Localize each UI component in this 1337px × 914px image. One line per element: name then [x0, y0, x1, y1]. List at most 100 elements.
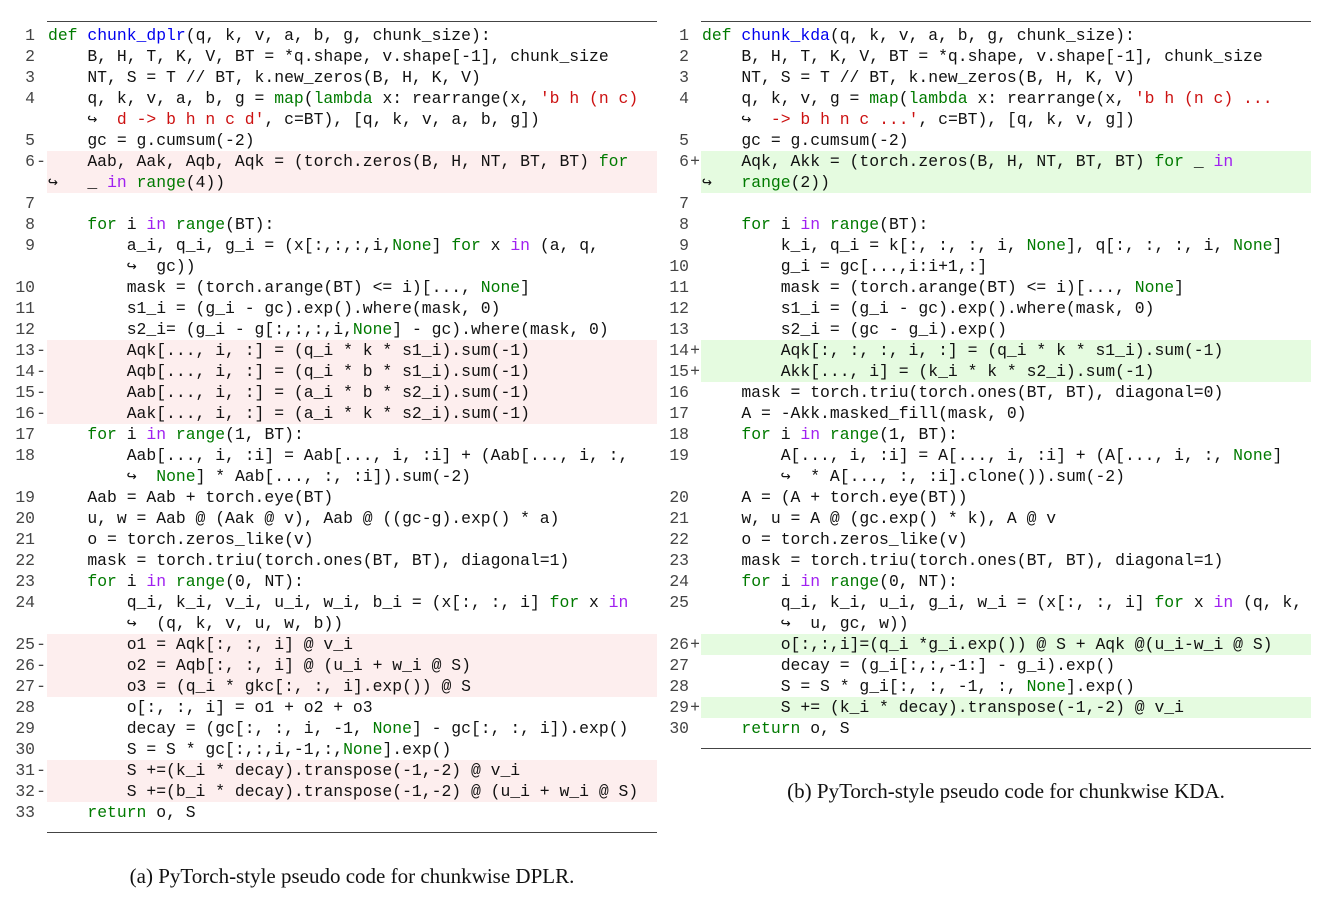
code-token: ].exp() [382, 740, 452, 759]
code-line: 1 def chunk_kda(q, k, v, a, b, g, chunk_s… [679, 25, 1311, 46]
code-line: 23 mask = torch.triu(torch.ones(BT, BT),… [669, 550, 1311, 571]
code-token: ↪ [702, 173, 742, 192]
code-text: NT, S = T // BT, k.new_zeros(B, H, K, V) [48, 67, 480, 88]
code-text: Aab = Aab + torch.eye(BT) [48, 487, 333, 508]
code-text: ↪ -> b h n c ...', c=BT), [q, k, v, g]) [702, 109, 1135, 130]
code-text: Aak[..., i, :] = (a_i * k * s2_i).sum(-1… [48, 403, 530, 424]
code-line: 4 q, k, v, a, b, g = map(lambda x: rearr… [25, 88, 657, 109]
code-token [78, 26, 88, 45]
code-token: (BT): [225, 215, 275, 234]
code-token: ] - gc[:, :, i]).exp() [411, 719, 629, 738]
code-line-continuation: ↪ _ in range(4)) [47, 172, 657, 193]
code-token: (q, k, [1233, 593, 1303, 612]
code-token: for [549, 593, 580, 612]
code-token: i [116, 572, 147, 591]
code-text: o[:, :, i] = o1 + o2 + o3 [48, 697, 373, 718]
code-text: return o, S [702, 718, 849, 739]
line-number: 7 [679, 194, 689, 213]
line-number: 30 [669, 719, 689, 738]
code-token: S = S * g_i[:, :, -1, :, [702, 677, 1027, 696]
code-token: i [770, 215, 801, 234]
line-number: 30 [15, 740, 35, 759]
code-token: q_i, k_i, v_i, u_i, w_i, b_i = (x[:, :, … [48, 593, 550, 612]
code-text: o = torch.zeros_like(v) [702, 529, 967, 550]
code-token: def [48, 26, 78, 45]
code-text: S = S * gc[:,:,i,-1,:,None].exp() [48, 739, 452, 760]
code-token: None [1026, 236, 1066, 255]
line-number: 19 [669, 446, 689, 465]
code-line: 20 A = (A + torch.eye(BT)) [669, 487, 1311, 508]
code-token: S += (k_i * decay).transpose(-1,-2) @ v_… [702, 698, 1184, 717]
line-number: 29 [15, 719, 35, 738]
line-number: 33 [15, 803, 35, 822]
code-text: o = torch.zeros_like(v) [48, 529, 314, 550]
line-number: 19 [15, 488, 35, 507]
code-token: o, S [146, 803, 196, 822]
code-line: 31- S +=(k_i * decay).transpose(-1,-2) @… [15, 760, 657, 781]
line-number: 9 [25, 236, 35, 255]
code-token: range [175, 425, 226, 444]
code-line: 24 for i in range(0, NT): [669, 571, 1311, 592]
bottom-rule [701, 748, 1311, 749]
code-token: x [579, 593, 609, 612]
code-token: Aqk, Akk = (torch.zeros(B, H, NT, BT, BT… [702, 152, 1155, 171]
line-number: 1 [679, 26, 689, 45]
code-token: q, k, v, g = [702, 89, 870, 108]
code-token: o = torch.zeros_like(v) [48, 530, 314, 549]
code-text: o3 = (q_i * gkc[:, :, i].exp()) @ S [48, 676, 471, 697]
code-line-continuation: ↪ gc)) [47, 256, 657, 277]
code-line: 4 q, k, v, g = map(lambda x: rearrange(x… [679, 88, 1311, 109]
line-number: 12 [669, 299, 689, 318]
line-number: 18 [15, 446, 35, 465]
line-number: 24 [15, 593, 35, 612]
code-line-continuation: ↪ * A[..., :, :i].clone()).sum(-2) [701, 466, 1311, 487]
code-token: , c=BT), [q, k, v, a, b, g]) [264, 110, 540, 129]
code-token: ↪ gc)) [48, 257, 196, 276]
code-token: i [116, 215, 147, 234]
code-text: Aqb[..., i, :] = (q_i * b * s1_i).sum(-1… [48, 361, 530, 382]
code-token: w, u = A @ (gc.exp() * k), A @ v [702, 509, 1057, 528]
code-text: decay = (gc[:, :, i, -1, None] - gc[:, :… [48, 718, 629, 739]
code-token: S +=(k_i * decay).transpose(-1,-2) @ v_i [48, 761, 521, 780]
code-token: S = S * gc[:,:,i,-1,:, [48, 740, 344, 759]
code-line: 26- o2 = Aqb[:, :, i] @ (u_i + w_i @ S) [15, 655, 657, 676]
line-number: 23 [15, 572, 35, 591]
code-token: None [480, 278, 521, 297]
code-token: lambda [313, 89, 373, 108]
code-text: def chunk_kda(q, k, v, a, b, g, chunk_si… [702, 25, 1135, 46]
code-token: ].exp() [1065, 677, 1135, 696]
code-line: 25- o1 = Aqk[:, :, i] @ v_i [15, 634, 657, 655]
code-token: 'b h (n c) [539, 89, 639, 108]
line-number: 26 [669, 635, 689, 654]
code-line: 22 o = torch.zeros_like(v) [669, 529, 1311, 550]
code-token [820, 572, 830, 591]
code-token: ] [1272, 446, 1283, 465]
code-token: in [800, 215, 821, 234]
line-number: 14 [669, 341, 689, 360]
code-token: Aab[..., i, :] = (a_i * b * s2_i).sum(-1… [48, 383, 530, 402]
line-number: 23 [669, 551, 689, 570]
code-token: for [1154, 152, 1184, 171]
code-text: Aqk, Akk = (torch.zeros(B, H, NT, BT, BT… [702, 151, 1233, 172]
code-line: 33 return o, S [15, 802, 657, 823]
code-text: decay = (g_i[:,:,-1:] - g_i).exp() [702, 655, 1115, 676]
code-text: o2 = Aqb[:, :, i] @ (u_i + w_i @ S) [48, 655, 471, 676]
code-text: Akk[..., i] = (k_i * k * s2_i).sum(-1) [702, 361, 1155, 382]
code-token: (2)) [790, 173, 830, 192]
code-text: Aab[..., i, :i] = Aab[..., i, :i] + (Aab… [48, 445, 629, 466]
code-token: decay = (g_i[:,:,-1:] - g_i).exp() [702, 656, 1116, 675]
line-number: 26 [15, 656, 35, 675]
code-text: s2_i= (g_i - g[:,:,:,i,None] - gc).where… [48, 319, 609, 340]
line-number: 11 [15, 299, 35, 318]
code-token: for [1154, 593, 1184, 612]
code-line: 12 s1_i = (g_i - gc).exp().where(mask, 0… [669, 298, 1311, 319]
bottom-rule [47, 832, 657, 833]
code-token: in [146, 425, 167, 444]
diff-added-marker: + [690, 152, 700, 171]
code-text: ↪ d -> b h n c d', c=BT), [q, k, v, a, b… [48, 109, 540, 130]
code-token: return [87, 803, 147, 822]
code-token [166, 215, 176, 234]
code-token [48, 803, 87, 822]
code-token: ↪ [702, 110, 771, 129]
line-number: 6 [25, 152, 35, 171]
